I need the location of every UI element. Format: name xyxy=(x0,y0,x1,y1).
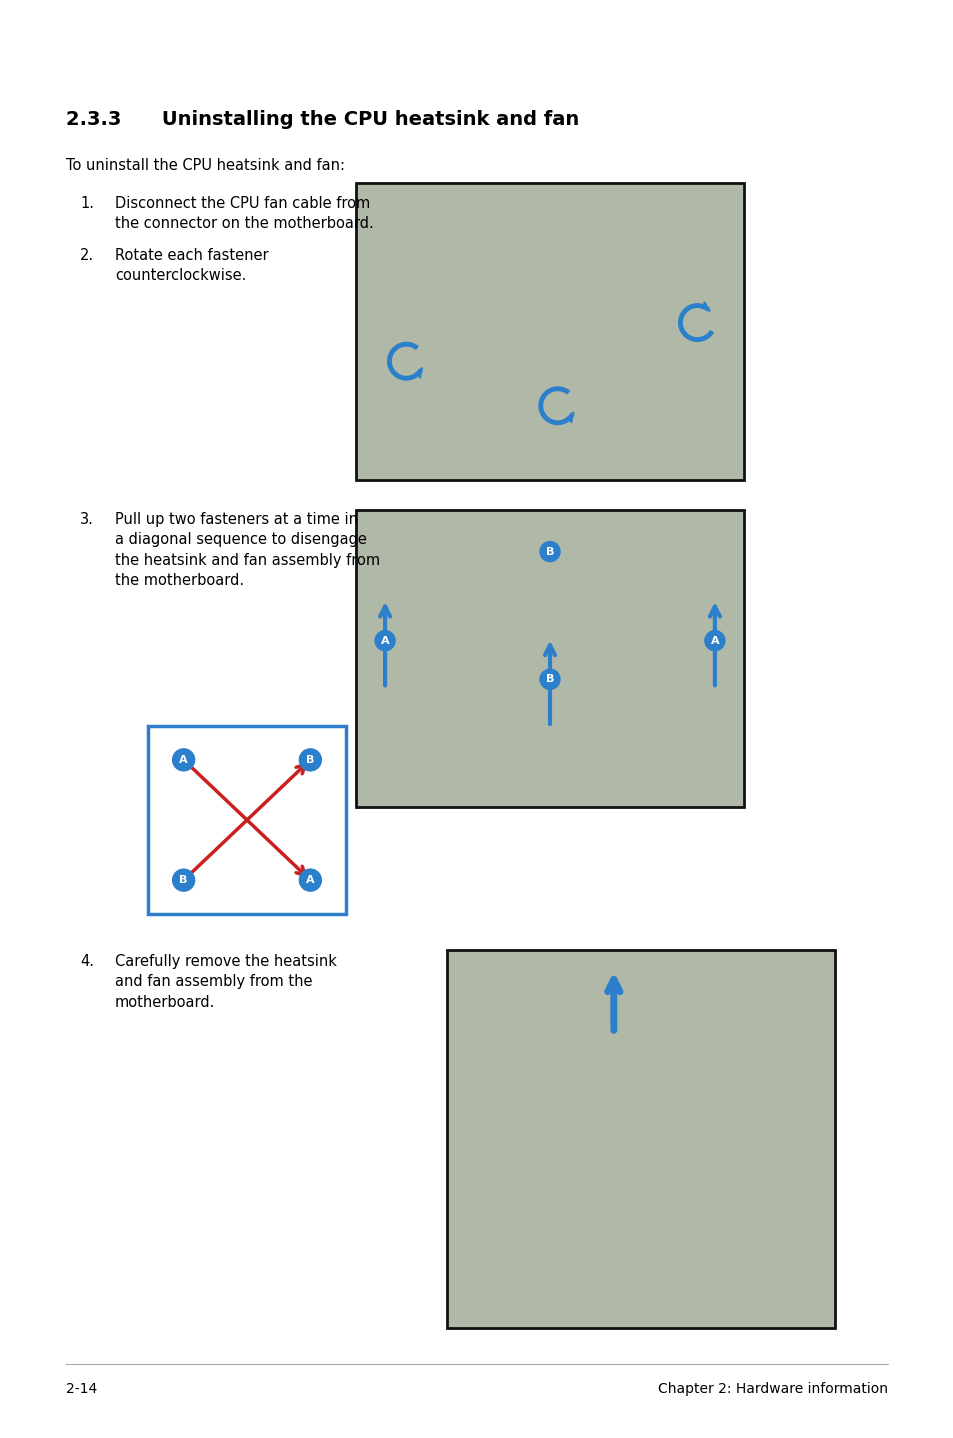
Text: B: B xyxy=(179,876,188,886)
Bar xyxy=(355,183,743,480)
Circle shape xyxy=(172,749,194,771)
Circle shape xyxy=(539,669,559,689)
Text: A: A xyxy=(179,755,188,765)
Text: 2-14: 2-14 xyxy=(66,1382,97,1396)
Text: B: B xyxy=(306,755,314,765)
Circle shape xyxy=(172,869,194,892)
Circle shape xyxy=(539,542,559,562)
Text: Carefully remove the heatsink
and fan assembly from the
motherboard.: Carefully remove the heatsink and fan as… xyxy=(115,953,336,1009)
Text: 1.: 1. xyxy=(80,196,94,211)
Text: A: A xyxy=(306,876,314,886)
Text: A: A xyxy=(380,636,389,646)
Bar xyxy=(447,951,834,1329)
Text: 2.3.3      Uninstalling the CPU heatsink and fan: 2.3.3 Uninstalling the CPU heatsink and … xyxy=(66,109,578,129)
Text: A: A xyxy=(710,636,719,646)
Text: Disconnect the CPU fan cable from
the connector on the motherboard.: Disconnect the CPU fan cable from the co… xyxy=(115,196,374,232)
Circle shape xyxy=(299,749,321,771)
Circle shape xyxy=(704,631,724,650)
Text: B: B xyxy=(545,674,554,684)
Circle shape xyxy=(375,631,395,650)
Text: 2.: 2. xyxy=(80,247,94,263)
Bar xyxy=(355,510,743,807)
Text: 4.: 4. xyxy=(80,953,94,969)
Circle shape xyxy=(299,869,321,892)
Text: Rotate each fastener
counterclockwise.: Rotate each fastener counterclockwise. xyxy=(115,247,269,283)
Text: Chapter 2: Hardware information: Chapter 2: Hardware information xyxy=(658,1382,887,1396)
Text: 3.: 3. xyxy=(80,512,93,526)
Text: B: B xyxy=(545,546,554,557)
Text: To uninstall the CPU heatsink and fan:: To uninstall the CPU heatsink and fan: xyxy=(66,158,345,173)
Bar xyxy=(148,726,346,915)
Text: Pull up two fasteners at a time in
a diagonal sequence to disengage
the heatsink: Pull up two fasteners at a time in a dia… xyxy=(115,512,379,588)
